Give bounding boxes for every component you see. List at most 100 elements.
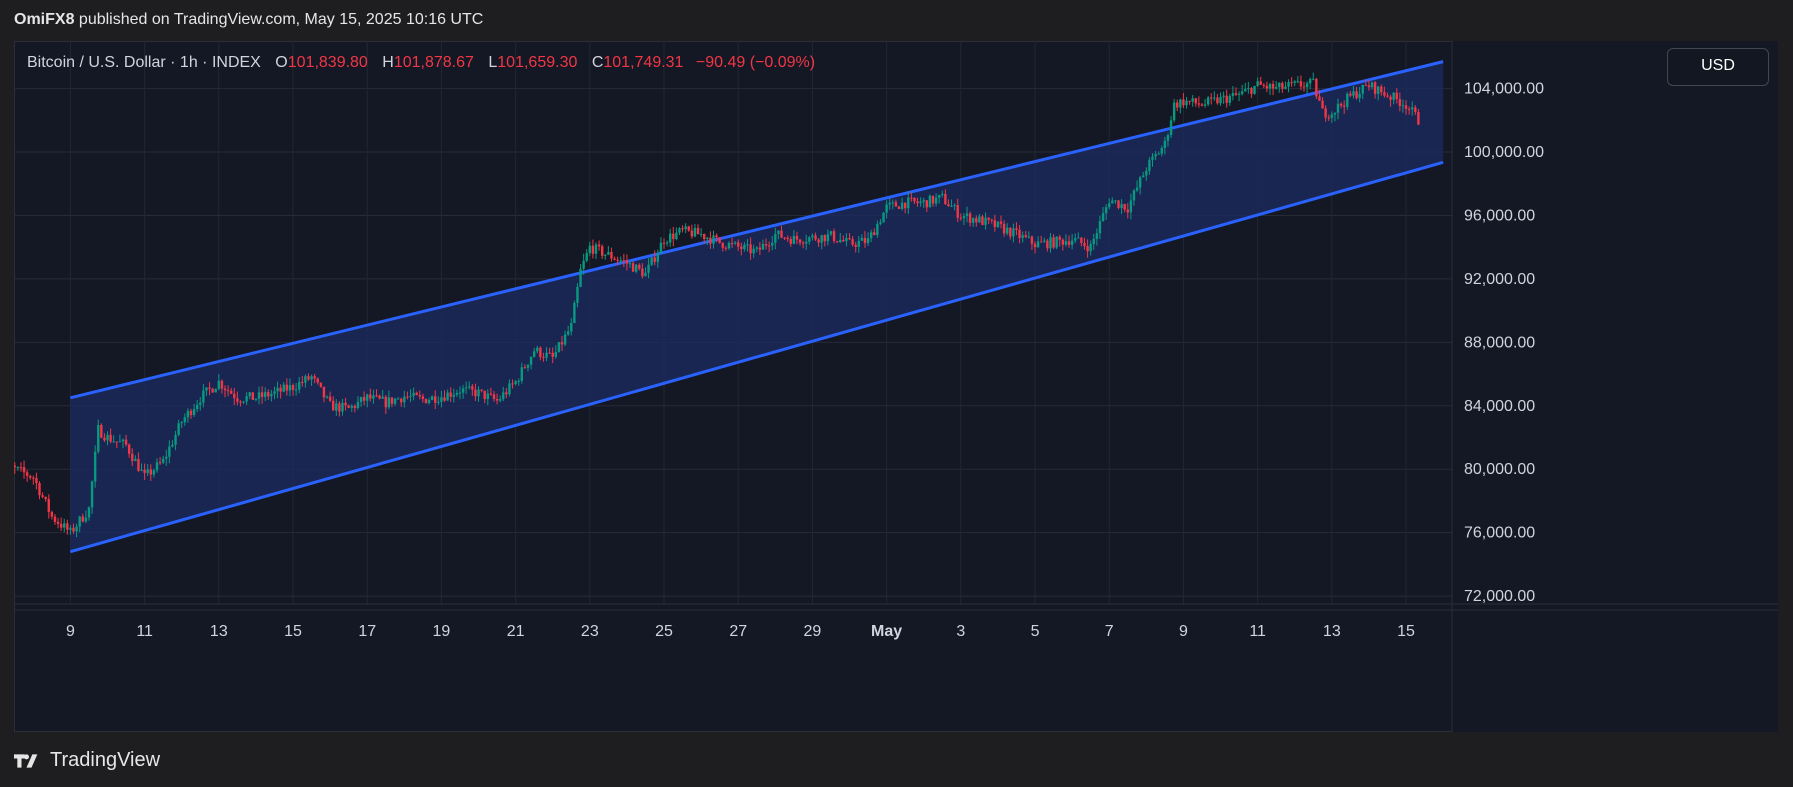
candle-body — [1188, 100, 1191, 102]
candle-body — [740, 246, 743, 249]
candle-body — [1364, 84, 1368, 86]
candle-body — [468, 386, 471, 388]
time-tick-label: 25 — [655, 623, 673, 640]
candle-body — [294, 389, 298, 391]
currency-button[interactable]: USD — [1667, 48, 1769, 86]
tradingview-logo[interactable]: TradingView — [14, 749, 160, 772]
candle-body — [1225, 95, 1228, 103]
candle-body — [789, 239, 792, 244]
candle-body — [19, 467, 23, 469]
candle-body — [1349, 93, 1352, 96]
candle-body — [1163, 140, 1167, 149]
candle-body — [832, 231, 836, 242]
candle-body — [1315, 78, 1318, 97]
candle-body — [897, 206, 901, 209]
candle-body — [464, 387, 468, 389]
candle-body — [492, 394, 496, 399]
candle-body — [622, 260, 626, 262]
candle-body — [372, 395, 375, 399]
candle-body — [993, 220, 997, 228]
price-tick-label: 84,000.00 — [1464, 398, 1535, 415]
candle-body — [866, 238, 870, 244]
candle-body — [817, 239, 820, 243]
candle-body — [662, 242, 666, 244]
candle-body — [1274, 87, 1278, 89]
candle-body — [1206, 97, 1210, 105]
candle-body — [474, 389, 477, 397]
candle-body — [950, 206, 953, 208]
candle-body — [242, 401, 245, 403]
price-tick-label: 72,000.00 — [1464, 588, 1535, 605]
candle-body — [282, 384, 285, 392]
candle-body — [29, 475, 32, 478]
candle-body — [863, 237, 867, 244]
candle-body — [1089, 244, 1092, 252]
candle-body — [381, 396, 384, 399]
candle-body — [823, 235, 826, 242]
candle-body — [712, 235, 715, 244]
candle-body — [1197, 103, 1201, 105]
candle-body — [298, 382, 301, 390]
candle-body — [1259, 81, 1262, 85]
candle-body — [316, 378, 319, 383]
candle-body — [359, 397, 363, 402]
time-tick-label: 3 — [956, 623, 965, 640]
candle-body — [1262, 84, 1266, 86]
candle-body — [143, 469, 146, 473]
candle-body — [1185, 100, 1188, 106]
candle-body — [545, 352, 548, 358]
candle-body — [699, 234, 703, 236]
candle-body — [650, 257, 653, 265]
candle-body — [894, 202, 898, 207]
author-name: OmiFX8 — [14, 11, 75, 28]
candle-body — [628, 263, 632, 265]
candle-body — [171, 444, 174, 447]
candle-body — [703, 234, 706, 240]
candle-body — [1213, 97, 1216, 99]
candle-body — [109, 434, 112, 442]
candle-body — [1312, 78, 1315, 80]
candle-body — [1145, 170, 1148, 176]
candle-body — [1318, 96, 1321, 101]
candle-body — [1160, 148, 1163, 154]
candle-body — [1098, 221, 1102, 234]
candle-body — [362, 397, 366, 401]
candle-body — [600, 246, 604, 256]
candle-body — [199, 402, 202, 405]
candle-body — [245, 396, 248, 402]
candle-body — [882, 212, 885, 223]
candle-body — [737, 242, 740, 247]
candle-body — [214, 388, 217, 393]
candle-body — [965, 213, 969, 217]
candle-body — [885, 204, 888, 213]
candle-body — [786, 237, 789, 240]
candle-body — [1104, 207, 1108, 214]
candle-body — [195, 404, 199, 410]
candle-body — [1293, 81, 1296, 83]
candle-body — [826, 234, 830, 242]
candle-body — [434, 396, 437, 403]
open-value: 101,839.80 — [287, 54, 368, 71]
candle-body — [520, 367, 524, 381]
candle-body — [1166, 135, 1170, 141]
candle-body — [978, 216, 981, 223]
candle-body — [903, 202, 907, 209]
candle-body — [1012, 228, 1015, 237]
candle-body — [678, 228, 681, 233]
candle-body — [1324, 108, 1327, 118]
candle-body — [1002, 223, 1006, 234]
candle-body — [325, 396, 329, 398]
candle-body — [934, 197, 938, 204]
candle-body — [498, 399, 502, 401]
candle-body — [140, 469, 143, 471]
candle-body — [1101, 213, 1105, 222]
candle-body — [1336, 103, 1340, 113]
candle-body — [1358, 93, 1361, 99]
candle-body — [387, 397, 391, 408]
price-chart[interactable]: 72,000.00 76,000.00 80,000.00 84,000.00 88,0… — [14, 41, 1778, 732]
candle-body — [443, 397, 446, 401]
candle-body — [1414, 107, 1417, 112]
candle-body — [248, 392, 251, 397]
candle-body — [1386, 95, 1389, 97]
candle-body — [579, 268, 582, 287]
